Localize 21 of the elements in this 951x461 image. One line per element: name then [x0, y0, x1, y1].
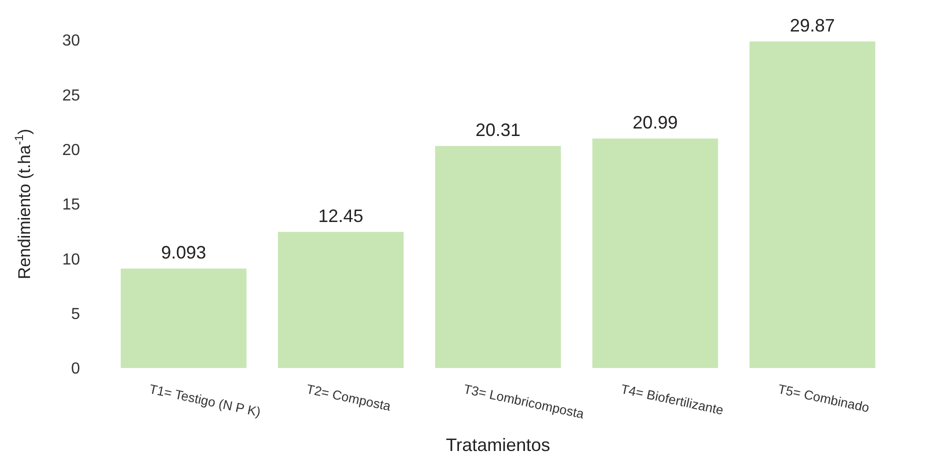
- bar: [120, 268, 246, 368]
- data-label: 9.093: [161, 242, 206, 263]
- bar: [592, 138, 718, 368]
- y-tick-label: 25: [62, 87, 80, 104]
- data-label: 20.99: [632, 112, 678, 133]
- bar: [435, 146, 561, 368]
- y-tick-label: 0: [71, 360, 80, 378]
- data-label: 12.45: [318, 206, 364, 226]
- y-tick-label: 20: [62, 142, 80, 159]
- data-label: 29.87: [790, 15, 835, 36]
- x-tick-label: T5= Combinado: [776, 381, 871, 416]
- y-tick-label: 15: [62, 196, 80, 214]
- x-tick-label: T1= Testigo (N P K): [148, 381, 262, 420]
- y-tick-label: 10: [62, 251, 80, 268]
- data-label: 20.31: [475, 120, 521, 140]
- x-tick-label: T2= Composta: [305, 381, 393, 414]
- y-tick-label: 30: [62, 32, 80, 50]
- bar: [278, 232, 404, 368]
- x-axis-title: Tratamientos: [446, 435, 550, 455]
- y-tick-label: 5: [71, 306, 80, 323]
- bar: [750, 41, 876, 368]
